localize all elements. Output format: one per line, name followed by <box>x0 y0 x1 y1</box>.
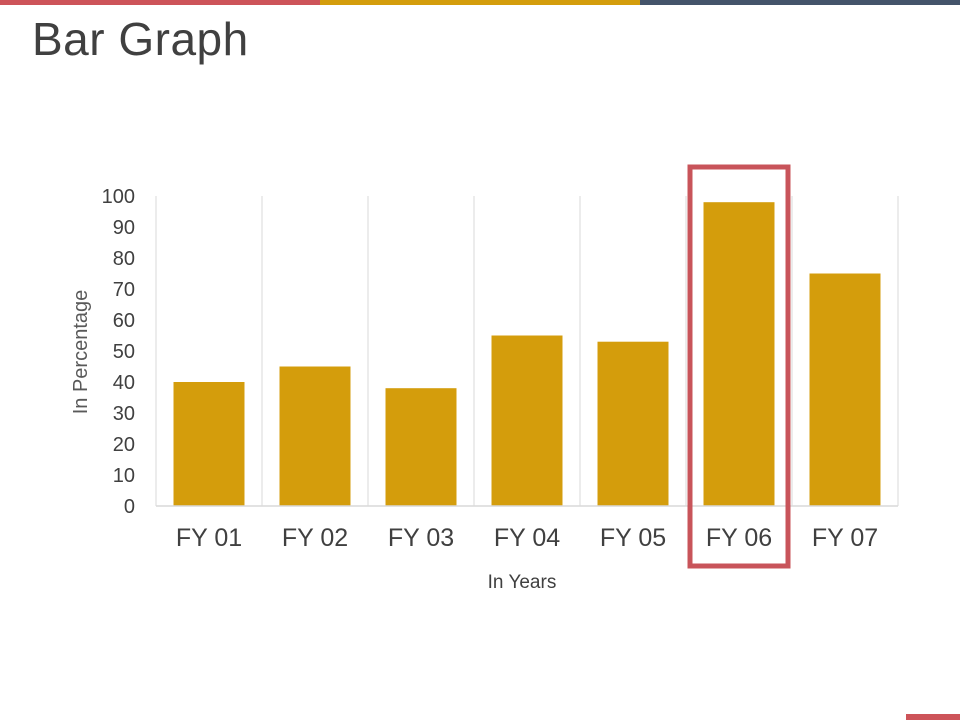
x-tick-label: FY 01 <box>176 524 242 552</box>
x-tick-label: FY 06 <box>706 524 772 552</box>
bar-fy-07 <box>809 273 881 506</box>
page-title: Bar Graph <box>32 13 249 65</box>
x-tick-label: FY 02 <box>282 524 348 552</box>
x-tick-label: FY 04 <box>494 524 560 552</box>
bar-fy-05 <box>597 341 669 506</box>
bar-fy-02 <box>279 366 351 506</box>
chart-grid <box>155 196 899 506</box>
y-tick-label: 20 <box>113 434 135 456</box>
top-accent-bar-navy <box>640 0 960 5</box>
bar-fy-03 <box>385 388 457 506</box>
bar-fy-04 <box>491 335 563 506</box>
x-tick-label: FY 03 <box>388 524 454 552</box>
y-tick-label: 90 <box>113 217 135 239</box>
chart-bars <box>173 202 881 506</box>
highlight-box <box>687 164 791 569</box>
x-tick-label: FY 07 <box>812 524 878 552</box>
x-tick-label: FY 05 <box>600 524 666 552</box>
y-tick-label: 80 <box>113 248 135 270</box>
y-axis-title: In Percentage <box>70 290 92 415</box>
y-tick-label: 100 <box>102 186 135 208</box>
bar-fy-06 <box>703 202 775 506</box>
y-tick-label: 40 <box>113 372 135 394</box>
chart-labels: FY 01 FY 02 FY 03 FY 04 FY 05 FY 06 FY 07 0 10 20… <box>102 164 878 569</box>
bar-fy-01 <box>173 382 245 506</box>
top-accent-bar-red <box>0 0 320 5</box>
x-axis-title: In Years <box>488 572 557 593</box>
y-tick-label: 60 <box>113 310 135 332</box>
y-tick-label: 70 <box>113 279 135 301</box>
y-tick-label: 10 <box>113 465 135 487</box>
y-tick-label: 30 <box>113 403 135 425</box>
corner-accent-bar <box>906 714 960 720</box>
top-accent-bar-gold <box>320 0 640 5</box>
y-tick-label: 50 <box>113 341 135 363</box>
y-tick-label: 0 <box>124 496 135 518</box>
